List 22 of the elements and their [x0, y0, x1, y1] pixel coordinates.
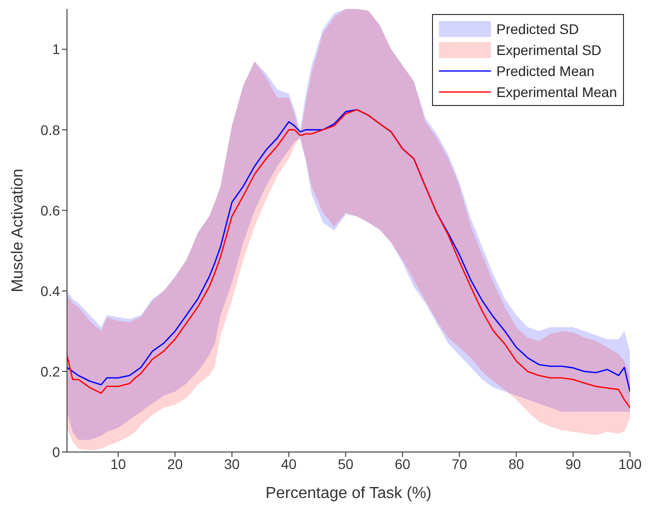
x-tick-label: 50 [338, 456, 354, 472]
x-tick-label: 70 [452, 456, 468, 472]
x-tick-label: 30 [224, 456, 240, 472]
y-tick-label: 0.8 [40, 122, 60, 138]
y-tick-label: 0.4 [40, 282, 60, 299]
x-tick-label: 40 [281, 456, 297, 472]
x-tick-label: 100 [618, 456, 642, 472]
x-tick-label: 80 [508, 456, 524, 472]
annotation: Predicted SD [496, 20, 579, 36]
y-tick-label: 0.2 [40, 363, 60, 380]
annotation: Experimental SD [496, 42, 602, 58]
x-tick-label: 90 [565, 456, 582, 472]
x-tick-label: 10 [110, 456, 126, 472]
y-tick-label: 0.6 [40, 202, 60, 218]
legend-label: Predicted Mean [496, 62, 594, 78]
x-axis-title: Percentage of Task (%) [265, 485, 432, 502]
x-tick-label: 20 [167, 456, 184, 472]
y-axis-title: Muscle Activation [10, 168, 27, 292]
y-tick-label: 1 [52, 41, 60, 58]
x-tick-label: 60 [394, 456, 411, 472]
y-tick-label: 0 [52, 444, 60, 460]
legend-label: Experimental Mean [496, 84, 617, 100]
